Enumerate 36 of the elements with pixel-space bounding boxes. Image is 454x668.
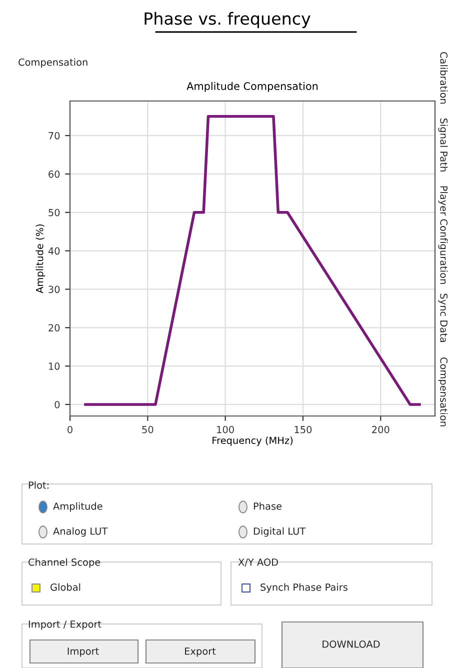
text: Amplitude	[53, 502, 102, 512]
y-tick-label: 60	[48, 170, 60, 178]
text: Synch Phase Pairs	[260, 583, 348, 593]
chart-title: Amplitude Compensation	[186, 82, 318, 92]
x-axis-title: Frequency (MHz)	[212, 436, 293, 446]
x-tick-label: 200	[372, 426, 390, 434]
text: Global	[50, 583, 80, 591]
text: Channel Scope	[28, 558, 100, 568]
y-axis-title: Amplitude (%)	[36, 224, 46, 294]
y-tick-label: 0	[54, 400, 60, 408]
text: Signal Path	[438, 118, 448, 172]
text: Player Configuration	[438, 186, 448, 284]
y-tick-label: 20	[48, 324, 60, 332]
text: Import	[68, 648, 99, 657]
text: DOWNLOAD	[322, 640, 380, 648]
text: Digital LUT	[254, 527, 306, 537]
text: Import / Export	[28, 620, 102, 630]
x-tick-label: 150	[294, 426, 312, 434]
y-tick-label: 50	[48, 208, 60, 216]
x-tick-label: 50	[142, 426, 154, 434]
text: Calibration	[440, 52, 448, 104]
y-tick-label: 40	[48, 247, 60, 255]
text: Analog LUT	[53, 527, 108, 537]
y-tick-label: 70	[48, 132, 60, 140]
text: Phase	[254, 502, 282, 510]
text: Export	[185, 648, 216, 657]
text: Compensation	[438, 357, 448, 426]
text: Plot:	[28, 481, 48, 489]
text: X/Y AOD	[238, 558, 278, 567]
x-tick-label: 100	[217, 426, 234, 434]
x-tick-label: 0	[68, 426, 72, 434]
text: Compensation	[18, 58, 88, 68]
y-tick-label: 30	[48, 286, 60, 294]
text: Sync Data	[438, 294, 448, 342]
chart-subtitle: Phase vs. frequency	[144, 12, 310, 28]
y-tick-label: 10	[48, 362, 60, 370]
